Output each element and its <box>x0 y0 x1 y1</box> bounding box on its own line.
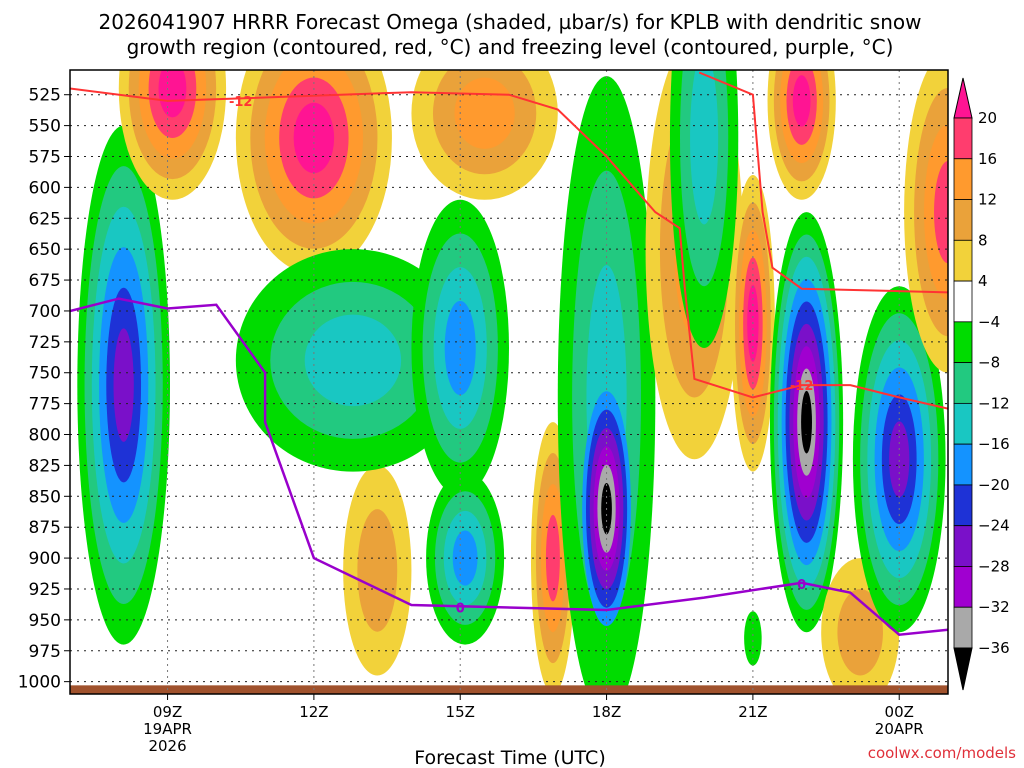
omega-sinking-15z-3 <box>454 77 515 149</box>
plot-frame <box>69 69 949 695</box>
omega-sinking-13z-2 <box>357 509 398 632</box>
colorbar-label-10: −20 <box>978 476 1010 494</box>
x-tick-date-09Z: 19APR <box>143 720 192 738</box>
colorbar-bin-4 <box>953 239 973 282</box>
colorbar-bin-2 <box>953 158 973 200</box>
y-tick-label-775: 775 <box>29 395 61 415</box>
colorbar-label-4: 8 <box>978 231 988 249</box>
colorbar-top-cap <box>953 77 973 119</box>
y-tick-label-1000: 1000 <box>18 673 61 693</box>
y-axis: 525 550 575 600 625 650 675 700 725 750 775 800 825 8… <box>18 86 70 693</box>
y-tick-label-700: 700 <box>29 302 61 322</box>
colorbar-bin-11 <box>953 525 973 567</box>
x-tick-year-09Z: 2026 <box>148 737 186 755</box>
colorbar-label-14: −36 <box>978 639 1010 657</box>
y-tick-label-575: 575 <box>29 147 61 167</box>
omega-updraft-15z-mid-4 <box>444 300 476 396</box>
x-tick-label-12Z: 12Z <box>299 703 328 721</box>
y-tick-label-875: 875 <box>29 518 61 538</box>
y-tick-label-525: 525 <box>29 86 61 106</box>
y-tick-label-750: 750 <box>29 364 61 384</box>
omega-updraft-00z-6 <box>889 421 910 498</box>
y-tick-label-675: 675 <box>29 271 61 291</box>
chart-title-line2: growth region (contoured, red, °C) and f… <box>127 35 894 59</box>
colorbar-label-2: 16 <box>978 150 997 168</box>
freezing-label-left: 0 <box>456 602 465 617</box>
x-tick-label-15Z: 15Z <box>446 703 475 721</box>
dgz-contour-top <box>70 87 948 410</box>
y-tick-label-600: 600 <box>29 178 61 198</box>
y-tick-label-800: 800 <box>29 426 61 446</box>
omega-sinking-22z-upper-5 <box>792 75 811 127</box>
y-tick-label-900: 900 <box>29 549 61 569</box>
dgz-label-left: -12 <box>229 95 253 110</box>
colorbar-bottom-cap <box>953 647 973 691</box>
colorbar-bin-10 <box>953 484 973 527</box>
omega-sinking-01z-4 <box>934 161 948 264</box>
colorbar-bin-5 <box>953 280 973 323</box>
colorbar-label-7: −8 <box>978 354 1000 372</box>
plot-gridlines <box>70 70 948 694</box>
colorbar-bin-7 <box>953 362 973 404</box>
omega-updraft-21z-low-1 <box>744 611 762 666</box>
y-tick-label-850: 850 <box>29 487 61 507</box>
colorbar-bin-13 <box>953 606 973 649</box>
omega-updraft-15z-low-4 <box>452 530 478 586</box>
colorbar-label-1: 20 <box>978 109 997 127</box>
chart-title-line1: 2026041907 HRRR Forecast Omega (shaded, … <box>99 10 922 34</box>
y-tick-label-925: 925 <box>29 580 61 600</box>
colorbar-bin-1 <box>953 117 973 160</box>
x-tick-date-00Z: 20APR <box>875 720 924 738</box>
y-tick-label-625: 625 <box>29 209 61 229</box>
colorbar-bin-3 <box>953 199 973 241</box>
y-tick-label-950: 950 <box>29 611 61 631</box>
omega-sinking-09z-5 <box>158 70 187 118</box>
x-tick-label-00Z: 00Z <box>885 703 914 721</box>
colorbar-label-5: 4 <box>978 272 988 290</box>
colorbar: 20 16 12 8 4 −4 −8 −12 −16 −20 −24 −28 −32 −36 <box>953 77 1010 691</box>
freezing-label-right: 0 <box>797 578 806 593</box>
omega-updraft-08z-6 <box>113 328 134 442</box>
contour-lines: -12 -12 0 0 <box>70 71 948 636</box>
colorbar-label-12: −28 <box>978 557 1010 575</box>
x-tick-label-18Z: 18Z <box>592 703 621 721</box>
credit-text: coolwx.com/models <box>868 744 1016 762</box>
omega-updraft-13z-3 <box>304 314 402 407</box>
y-tick-label-725: 725 <box>29 333 61 353</box>
colorbar-bin-8 <box>953 402 973 445</box>
colorbar-label-8: −12 <box>978 394 1010 412</box>
colorbar-label-6: −4 <box>978 313 1000 331</box>
y-tick-label-650: 650 <box>29 240 61 260</box>
dgz-label-right: -12 <box>790 379 814 394</box>
dgz-contour-right <box>698 71 948 294</box>
colorbar-label-3: 12 <box>978 191 997 209</box>
x-tick-label-09Z: 09Z <box>153 703 182 721</box>
colorbar-label-13: −32 <box>978 598 1010 616</box>
omega-sinking-17z-4 <box>545 514 560 602</box>
x-tick-label-21Z: 21Z <box>738 703 767 721</box>
freezing-level-contour <box>70 297 948 636</box>
terrain-strip <box>70 685 948 694</box>
omega-updraft-22z-9 <box>801 390 812 454</box>
colorbar-bin-6 <box>953 321 973 364</box>
colorbar-bin-9 <box>953 443 973 486</box>
x-axis-label: Forecast Time (UTC) <box>414 747 605 768</box>
y-tick-label-975: 975 <box>29 642 61 662</box>
y-tick-label-825: 825 <box>29 456 61 476</box>
omega-updraft-20z-3 <box>690 70 719 225</box>
colorbar-label-9: −16 <box>978 435 1010 453</box>
colorbar-bin-12 <box>953 566 973 608</box>
colorbar-label-11: −24 <box>978 517 1010 535</box>
y-tick-label-550: 550 <box>29 117 61 137</box>
